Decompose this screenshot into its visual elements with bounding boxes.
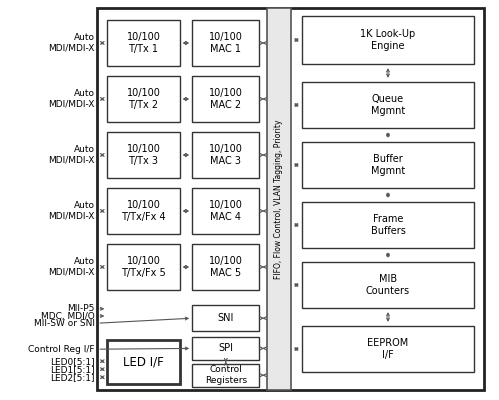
Bar — [192, 76, 259, 122]
Text: LED I/F: LED I/F — [123, 356, 164, 368]
Text: Auto
MDI/MDI-X: Auto MDI/MDI-X — [48, 33, 95, 52]
Text: MII-P5: MII-P5 — [67, 304, 95, 313]
Text: LED0[5:1]: LED0[5:1] — [50, 357, 95, 366]
Text: 1K Look-Up
Engine: 1K Look-Up Engine — [360, 29, 416, 51]
Text: Auto
MDI/MDI-X: Auto MDI/MDI-X — [48, 89, 95, 108]
Text: SPI: SPI — [218, 343, 234, 354]
Bar — [107, 340, 180, 384]
Text: MII-SW or SNI: MII-SW or SNI — [34, 319, 95, 328]
Bar — [107, 244, 180, 290]
Bar — [192, 188, 259, 234]
Text: Frame
Buffers: Frame Buffers — [371, 214, 405, 236]
Text: 10/100
MAC 3: 10/100 MAC 3 — [209, 144, 243, 166]
Text: 10/100
T/Tx/Fx 4: 10/100 T/Tx/Fx 4 — [121, 200, 166, 222]
Text: Auto
MDI/MDI-X: Auto MDI/MDI-X — [48, 257, 95, 276]
Text: LED2[5:1]: LED2[5:1] — [50, 373, 95, 382]
Bar — [302, 142, 474, 188]
Text: 10/100
MAC 4: 10/100 MAC 4 — [209, 200, 243, 222]
Bar — [302, 202, 474, 248]
Text: MDC, MDI/O: MDC, MDI/O — [41, 312, 95, 320]
Bar — [107, 76, 180, 122]
Text: EEPROM
I/F: EEPROM I/F — [367, 338, 409, 360]
Text: MIB
Counters: MIB Counters — [366, 274, 410, 296]
Bar — [302, 16, 474, 64]
Bar — [192, 305, 259, 331]
Text: 10/100
T/Tx 1: 10/100 T/Tx 1 — [127, 32, 160, 54]
Bar — [192, 364, 259, 387]
Text: Auto
MDI/MDI-X: Auto MDI/MDI-X — [48, 201, 95, 220]
Text: Queue
Mgmnt: Queue Mgmnt — [371, 94, 405, 116]
Bar — [302, 262, 474, 308]
Bar — [97, 8, 484, 390]
Text: SNI: SNI — [218, 313, 234, 323]
Bar — [107, 188, 180, 234]
Bar — [302, 326, 474, 372]
Text: Control Reg I/F: Control Reg I/F — [28, 345, 95, 354]
Text: Control
Registers: Control Registers — [205, 366, 247, 385]
Text: 10/100
T/Tx/Fx 5: 10/100 T/Tx/Fx 5 — [121, 256, 166, 278]
Text: 10/100
MAC 1: 10/100 MAC 1 — [209, 32, 243, 54]
Text: LED1[5:1]: LED1[5:1] — [50, 365, 95, 374]
Bar — [107, 132, 180, 178]
Text: Buffer
Mgmnt: Buffer Mgmnt — [371, 154, 405, 176]
Bar — [192, 337, 259, 360]
Bar — [107, 20, 180, 66]
Text: 10/100
MAC 2: 10/100 MAC 2 — [209, 88, 243, 110]
Bar — [192, 244, 259, 290]
Bar — [302, 82, 474, 128]
Bar — [267, 8, 291, 390]
Text: 10/100
T/Tx 3: 10/100 T/Tx 3 — [127, 144, 160, 166]
Text: FIFO, Flow Control, VLAN Tagging, Priority: FIFO, Flow Control, VLAN Tagging, Priori… — [274, 119, 283, 279]
Text: Auto
MDI/MDI-X: Auto MDI/MDI-X — [48, 145, 95, 164]
Bar — [192, 20, 259, 66]
Bar — [192, 132, 259, 178]
Text: 10/100
MAC 5: 10/100 MAC 5 — [209, 256, 243, 278]
Text: 10/100
T/Tx 2: 10/100 T/Tx 2 — [127, 88, 160, 110]
